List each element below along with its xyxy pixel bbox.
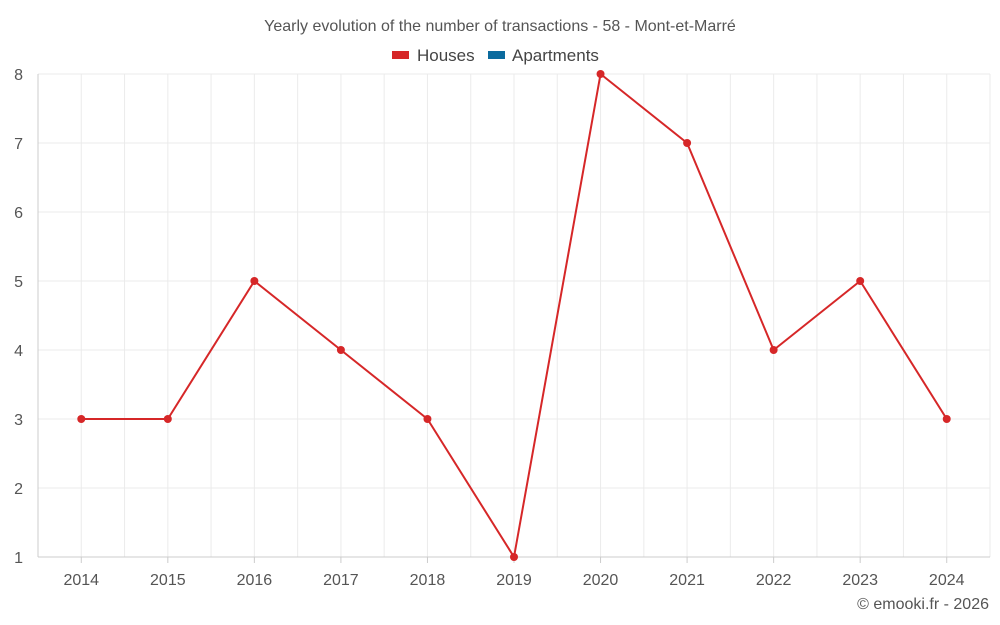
x-tick-label: 2021 — [669, 572, 705, 589]
x-tick-label: 2017 — [323, 572, 359, 589]
x-axis-ticks: 2014 2015 2016 2017 2018 2019 2020 2021 2022 2023… — [63, 557, 965, 589]
data-point-houses[interactable] — [596, 70, 605, 78]
x-tick-label: 2019 — [496, 572, 532, 589]
x-tick-label: 2015 — [150, 572, 186, 589]
x-tick-label: 2020 — [583, 572, 619, 589]
legend-swatch-houses — [392, 51, 409, 59]
data-point-houses[interactable] — [510, 553, 518, 561]
x-tick-label: 2024 — [929, 572, 965, 589]
y-tick-label: 1 — [14, 550, 23, 567]
y-tick-label: 5 — [14, 274, 23, 291]
chart-title: Yearly evolution of the number of transa… — [264, 18, 736, 35]
x-tick-label: 2018 — [410, 572, 446, 589]
grid — [37, 73, 991, 557]
legend-item-houses[interactable]: Houses — [392, 46, 475, 65]
legend: Houses Apartments — [392, 46, 599, 65]
data-point-houses[interactable] — [77, 415, 86, 423]
data-point-houses[interactable] — [250, 277, 259, 285]
data-point-houses[interactable] — [423, 415, 432, 423]
data-point-houses[interactable] — [769, 346, 778, 354]
data-point-houses[interactable] — [856, 277, 865, 285]
data-point-houses[interactable] — [163, 415, 172, 423]
legend-label-apartments: Apartments — [512, 46, 599, 65]
y-tick-label: 4 — [14, 343, 23, 360]
y-tick-label: 7 — [14, 136, 23, 153]
legend-item-apartments[interactable]: Apartments — [488, 46, 599, 65]
data-point-houses[interactable] — [683, 139, 692, 147]
y-tick-label: 8 — [14, 67, 23, 84]
x-tick-label: 2016 — [237, 572, 273, 589]
data-point-houses[interactable] — [336, 346, 345, 354]
x-tick-label: 2023 — [842, 572, 878, 589]
data-point-houses[interactable] — [942, 415, 951, 423]
y-tick-label: 3 — [14, 412, 23, 429]
legend-swatch-apartments — [488, 51, 505, 59]
y-axis-ticks: 1 2 3 4 5 6 7 8 — [14, 67, 23, 567]
y-tick-label: 2 — [14, 481, 23, 498]
x-tick-label: 2022 — [756, 572, 792, 589]
x-tick-label: 2014 — [63, 572, 99, 589]
credit-text: © emooki.fr - 2026 — [857, 596, 989, 613]
series-houses — [77, 70, 951, 561]
y-tick-label: 6 — [14, 205, 23, 222]
legend-label-houses: Houses — [417, 46, 475, 65]
